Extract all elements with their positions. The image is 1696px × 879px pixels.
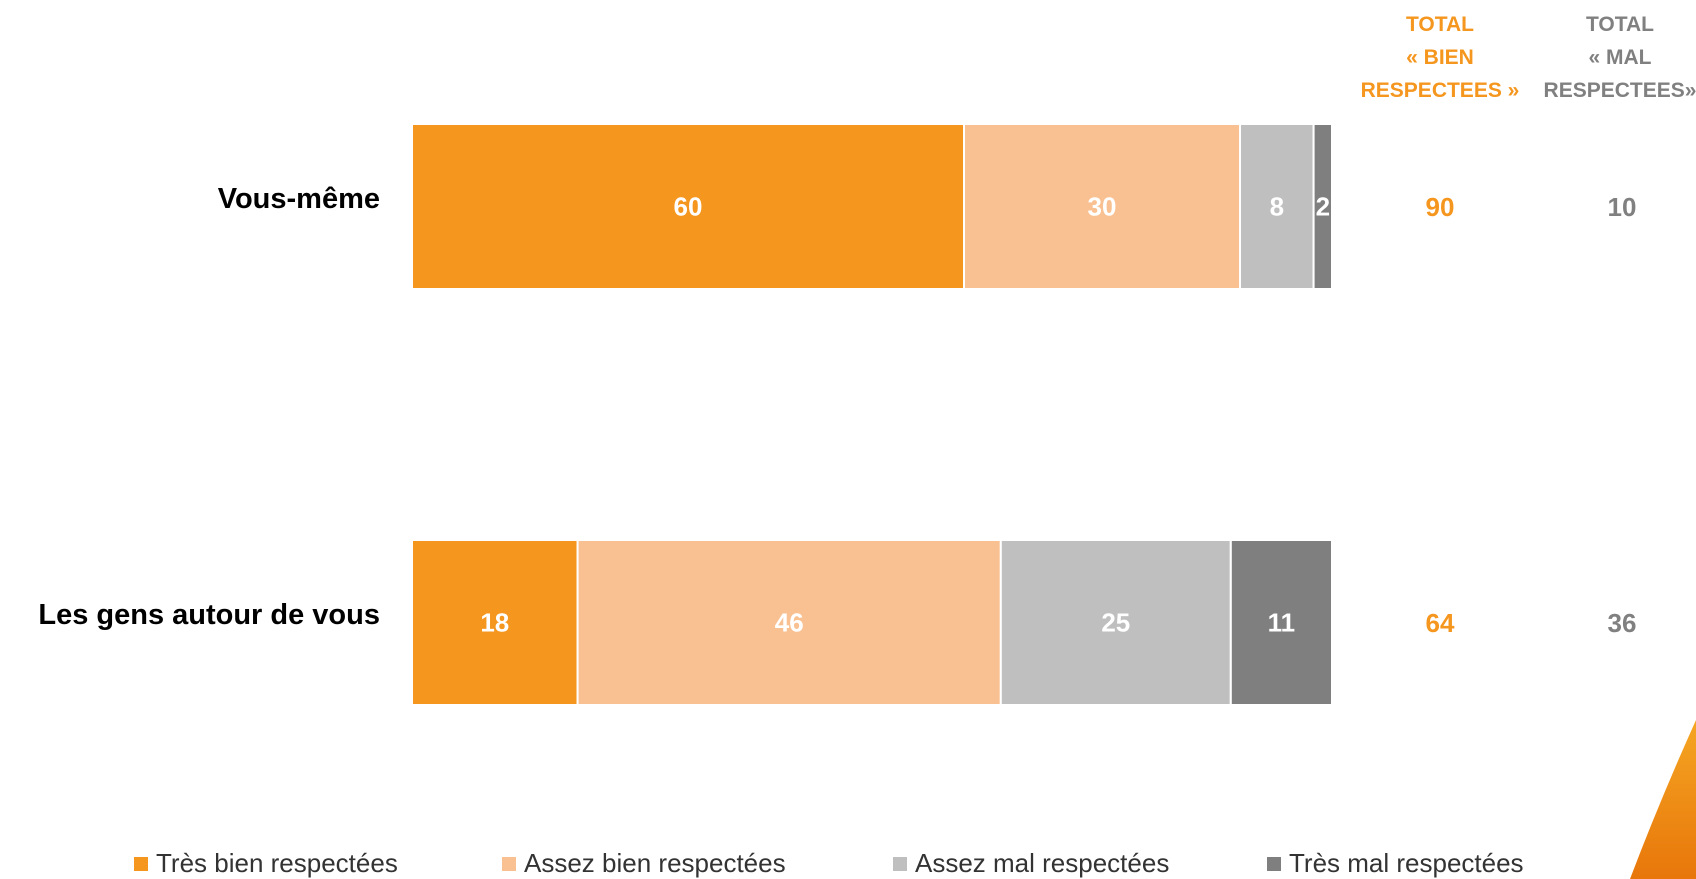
bar-value-label-assez-mal-row-1: 8 bbox=[1270, 192, 1284, 222]
bar-value-label-assez-bien-row-2: 46 bbox=[775, 608, 804, 638]
bar-segment-assez-mal-row-2 bbox=[999, 539, 1232, 706]
legend-swatch-tres-bien bbox=[134, 856, 148, 871]
bar-segment-tres-mal-row-2 bbox=[1229, 539, 1334, 706]
bar-value-label-assez-bien-row-1: 30 bbox=[1088, 192, 1117, 222]
total-bien-value-row-1: 90 bbox=[1425, 192, 1455, 222]
row-label-gens-autour: Les gens autour de vous bbox=[38, 599, 380, 631]
legend-label-tres-mal: Très mal respectées bbox=[1289, 848, 1524, 878]
bar-segment-assez-bien-row-1 bbox=[963, 123, 1241, 290]
total-bien-value-row-2: 64 bbox=[1425, 608, 1455, 638]
bar-segment-assez-bien-row-2 bbox=[576, 539, 1002, 706]
corner-logo-shape bbox=[1630, 720, 1696, 879]
legend-label-assez-bien: Assez bien respectées bbox=[524, 848, 786, 878]
legend-label-tres-bien: Très bien respectées bbox=[156, 848, 398, 878]
total-bien-header-line-3: RESPECTEES » bbox=[1360, 79, 1520, 102]
bar-value-label-tres-bien-row-1: 60 bbox=[674, 192, 703, 222]
total-mal-header-line-1: TOTAL bbox=[1585, 13, 1655, 36]
total-mal-header-line-3: RESPECTEES» bbox=[1543, 79, 1696, 102]
legend-item-assez-mal: Assez mal respectées bbox=[893, 848, 1169, 879]
total-bien-header-line-2: « BIEN bbox=[1406, 46, 1474, 69]
row-label-vous-meme: Vous-même bbox=[217, 183, 380, 215]
legend-swatch-tres-mal bbox=[1267, 856, 1281, 871]
legend-item-assez-bien: Assez bien respectées bbox=[502, 848, 786, 879]
bar-value-label-tres-mal-row-1: 2 bbox=[1316, 192, 1330, 222]
chart-legend: Très bien respectées Assez bien respecté… bbox=[0, 848, 1696, 878]
bar-value-label-tres-bien-row-2: 18 bbox=[480, 608, 509, 638]
legend-label-assez-mal: Assez mal respectées bbox=[915, 848, 1170, 878]
legend-swatch-assez-mal bbox=[893, 856, 907, 871]
bar-segment-tres-bien-row-1 bbox=[411, 123, 965, 290]
legend-item-tres-bien: Très bien respectées bbox=[134, 848, 398, 879]
total-mal-header-line-2: « MAL bbox=[1588, 46, 1652, 69]
total-mal-value-row-1: 10 bbox=[1607, 192, 1637, 222]
bar-value-label-tres-mal-row-2: 11 bbox=[1268, 608, 1296, 638]
total-bien-header-line-1: TOTAL bbox=[1405, 13, 1475, 36]
total-mal-value-row-2: 36 bbox=[1607, 608, 1637, 638]
bar-segment-assez-mal-row-1 bbox=[1239, 123, 1315, 290]
bar-value-label-assez-mal-row-2: 25 bbox=[1101, 608, 1130, 638]
total-mal-header: TOTAL « MAL RESPECTEES» bbox=[1530, 8, 1696, 107]
legend-item-tres-mal: Très mal respectées bbox=[1267, 848, 1524, 879]
total-bien-header: TOTAL « BIEN RESPECTEES » bbox=[1350, 8, 1530, 107]
bar-segment-tres-mal-row-1 bbox=[1312, 123, 1333, 290]
bar-segment-tres-bien-row-2 bbox=[411, 539, 579, 706]
legend-swatch-assez-bien bbox=[502, 856, 516, 871]
